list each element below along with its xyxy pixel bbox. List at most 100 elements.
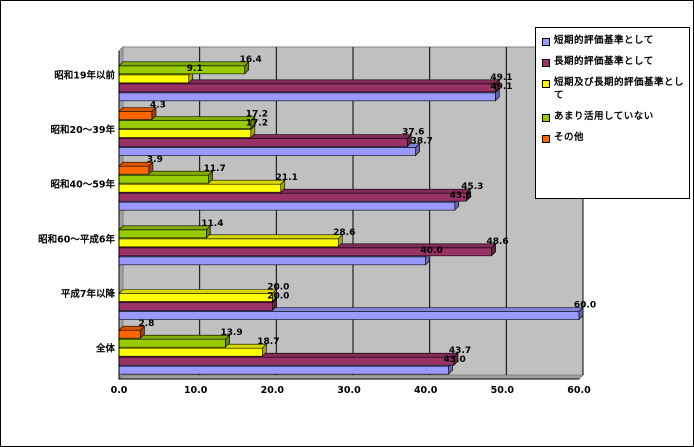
legend-label: あまり活用していない: [554, 111, 654, 122]
legend-swatch: [542, 80, 550, 88]
data-label: 11.4: [201, 219, 223, 229]
data-label: 17.2: [246, 119, 268, 129]
category-label: 昭和40～59年: [51, 179, 116, 191]
bar-end: [495, 79, 500, 93]
x-tick-label: 40.0: [414, 385, 438, 396]
bar-end: [244, 61, 250, 75]
data-label: 43.8: [450, 191, 472, 201]
x-tick-label: 50.0: [491, 385, 515, 396]
data-label: 37.6: [402, 128, 424, 138]
bar-front: [118, 229, 207, 239]
data-label: 9.1: [187, 64, 203, 74]
bar-front: [118, 183, 282, 193]
x-tick-label: 10.0: [184, 385, 208, 396]
data-label: 43.0: [444, 355, 466, 365]
legend-swatch: [542, 114, 550, 122]
bar: [118, 161, 154, 175]
bar-top: [118, 61, 250, 67]
bar-front: [118, 138, 408, 147]
bar-front: [118, 92, 496, 102]
data-label: 11.7: [204, 164, 226, 174]
x-tick-labels: 0.0 10.0 20.0 30.0 40.0 50.0 60.0: [111, 385, 592, 396]
bar-front: [118, 311, 580, 320]
bar-front: [118, 356, 455, 366]
data-label: 13.9: [220, 328, 242, 338]
bar-end: [250, 124, 256, 139]
data-label: 38.7: [411, 137, 433, 147]
data-label: 28.6: [333, 228, 355, 238]
bar-front: [118, 74, 190, 84]
data-label: 20.0: [267, 283, 289, 293]
data-label: 49.1: [490, 73, 512, 83]
x-tick-label: 0.0: [111, 385, 128, 396]
bar-front: [118, 192, 467, 202]
bar-end: [465, 188, 471, 202]
data-label: 2.8: [138, 319, 154, 329]
bar-front: [118, 174, 209, 184]
legend-swatch: [542, 38, 550, 46]
category-label: 昭和19年以前: [54, 69, 115, 81]
bar-front: [118, 238, 339, 248]
legend-item: その他: [542, 131, 685, 144]
bar-front: [118, 83, 496, 93]
bar-front: [118, 347, 263, 357]
data-label: 17.2: [246, 110, 268, 120]
bar-end: [262, 343, 267, 357]
legend: 短期的評価基準として 長期的評価基準として 短期及び長期的評価基準として あまり…: [535, 27, 690, 199]
legend-item: 短期及び長期的評価基準として: [542, 76, 685, 102]
bar-front: [118, 147, 417, 156]
bar-end: [272, 297, 277, 312]
bar-end: [148, 161, 154, 175]
legend-item: 長期的評価基準として: [542, 55, 685, 68]
bar-end: [225, 334, 230, 348]
legend-item: あまり活用していない: [542, 110, 685, 123]
bar-front: [118, 165, 150, 175]
bar-end: [206, 225, 211, 239]
bar: [118, 325, 146, 339]
data-label: 45.3: [461, 182, 483, 192]
legend-label: 長期的評価基準として: [554, 56, 654, 67]
bar-front: [118, 201, 456, 211]
bar-front: [118, 111, 153, 120]
bar: [118, 225, 212, 239]
bar-end: [495, 88, 500, 102]
data-label: 43.7: [449, 346, 471, 356]
legend-item: 短期的評価基準として: [542, 34, 685, 47]
category-label: 昭和20～39年: [51, 124, 116, 136]
data-label: 40.0: [421, 246, 443, 256]
bar-end: [415, 142, 421, 157]
bar-front: [118, 120, 252, 129]
legend-label: 短期的評価基準として: [554, 35, 654, 46]
legend-label: その他: [554, 132, 585, 143]
bar-end: [208, 170, 213, 184]
x-tick-label: 30.0: [337, 385, 361, 396]
data-label: 49.1: [490, 82, 512, 92]
category-label: 全体: [95, 343, 116, 355]
axes: [118, 51, 579, 380]
data-label: 20.0: [267, 292, 289, 302]
bar-top: [118, 225, 212, 231]
bar-front: [118, 129, 252, 138]
data-label: 4.3: [150, 101, 166, 111]
bar-end: [453, 352, 459, 366]
bar-front: [118, 256, 426, 266]
bar-front: [118, 302, 273, 311]
value-labels: 49.149.1 9.1 16.4 38.737.6 17.217.2 4.3 43.845…: [138, 55, 596, 365]
bar-front: [118, 293, 273, 302]
x-tick-label: 20.0: [261, 385, 285, 396]
plot-floor: [117, 374, 585, 380]
bar-end: [151, 106, 157, 121]
bar-end: [272, 288, 277, 303]
bar: [118, 288, 278, 303]
data-label: 16.4: [240, 55, 262, 65]
bar-top: [118, 289, 278, 294]
bar-front: [118, 65, 246, 75]
bar-front: [118, 365, 449, 375]
legend-swatch: [542, 135, 550, 143]
bar-end: [406, 133, 412, 148]
bar-end: [250, 115, 256, 130]
data-label: 18.7: [257, 337, 279, 347]
data-label: 60.0: [574, 301, 596, 311]
bar-end: [337, 234, 343, 248]
